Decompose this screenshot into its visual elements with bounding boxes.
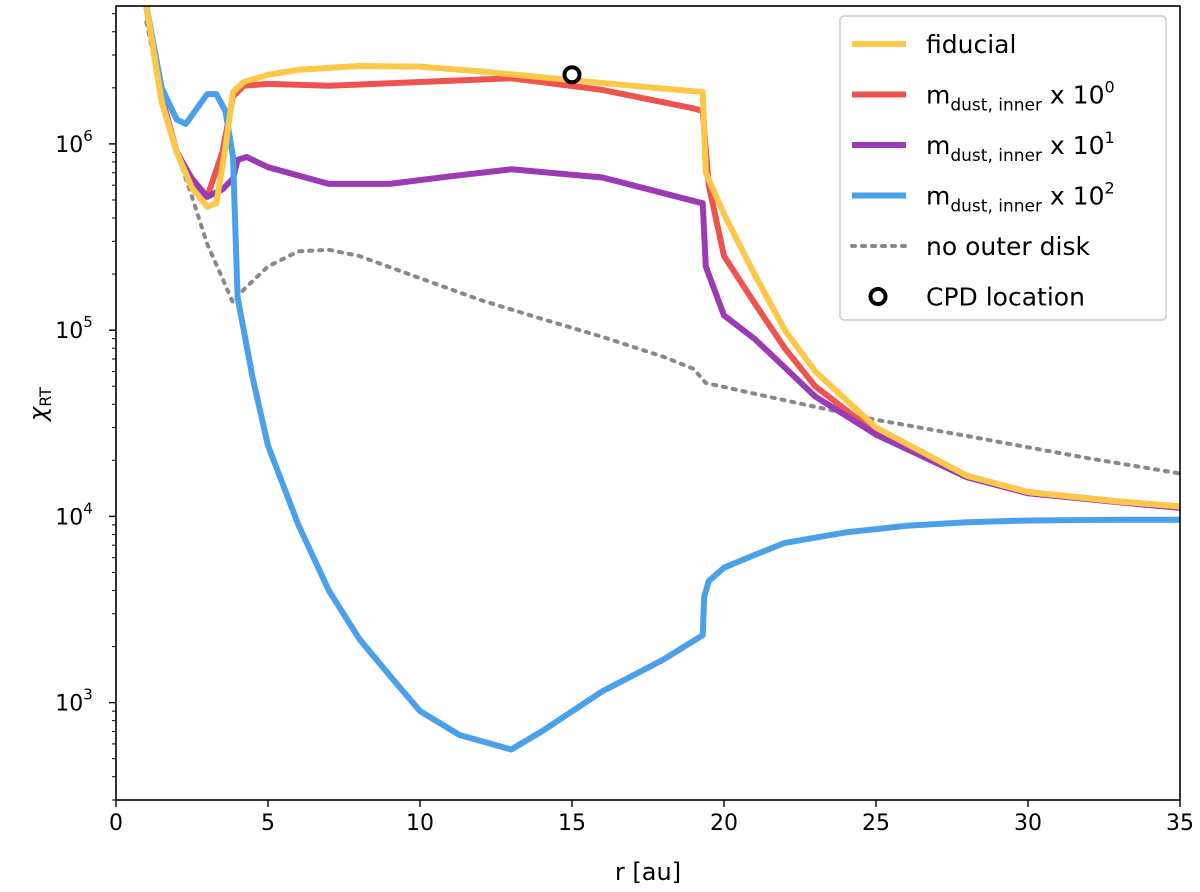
x-tick-label-4: 20	[710, 811, 738, 836]
series-line-no-outer-disk	[144, 20, 1180, 476]
y-axis-label: χRT	[24, 387, 55, 423]
y-tick-label-1: 104	[55, 499, 93, 530]
marker-layer	[562, 65, 582, 85]
series-line-fiducial	[143, 6, 1180, 510]
series-layer	[143, 6, 1180, 753]
x-axis-label: r [au]	[615, 858, 681, 886]
legend-label-m-dust-inner-x-10-1: mdust, inner x 101	[926, 128, 1115, 166]
legend-label-no-outer-disk: no outer disk	[926, 232, 1090, 261]
x-axis: 0 5 10 15 20 25 30 35	[109, 800, 1194, 836]
y-tick-label-3: 106	[55, 127, 93, 158]
x-tick-label-0: 0	[109, 811, 123, 836]
x-tick-label-7: 35	[1166, 811, 1194, 836]
x-tick-label-3: 15	[558, 811, 586, 836]
legend-label-m-dust-inner-x-10-0: mdust, inner x 100	[926, 78, 1115, 116]
legend: fiducial mdust, inner x 100 mdust, inner x…	[839, 15, 1167, 321]
legend-label-cpd-location: CPD location	[926, 283, 1085, 312]
y-axis-label-sub: RT	[36, 387, 55, 407]
y-axis: 103 104 105 106	[55, 13, 116, 801]
y-tick-label-0: 103	[55, 686, 93, 717]
legend-label-m-dust-inner-x-10-2: mdust, inner x 102	[926, 179, 1115, 217]
x-tick-label-1: 5	[261, 811, 275, 836]
x-tick-label-2: 10	[406, 811, 434, 836]
y-tick-label-2: 105	[55, 313, 93, 344]
x-tick-label-5: 25	[862, 811, 890, 836]
series-line-m-dust-inner-x-10-1	[143, 6, 1180, 511]
legend-swatch-cpd-location	[868, 287, 888, 306]
y-axis-label-base: χ	[24, 406, 52, 423]
legend-label-fiducial: fiducial	[926, 30, 1016, 59]
legend-box	[839, 15, 1167, 321]
x-tick-label-6: 30	[1014, 811, 1042, 836]
series-line-m-dust-inner-x-10-2	[143, 6, 1180, 753]
plot-frame	[115, 5, 1181, 801]
cpd-location-marker	[562, 65, 582, 85]
